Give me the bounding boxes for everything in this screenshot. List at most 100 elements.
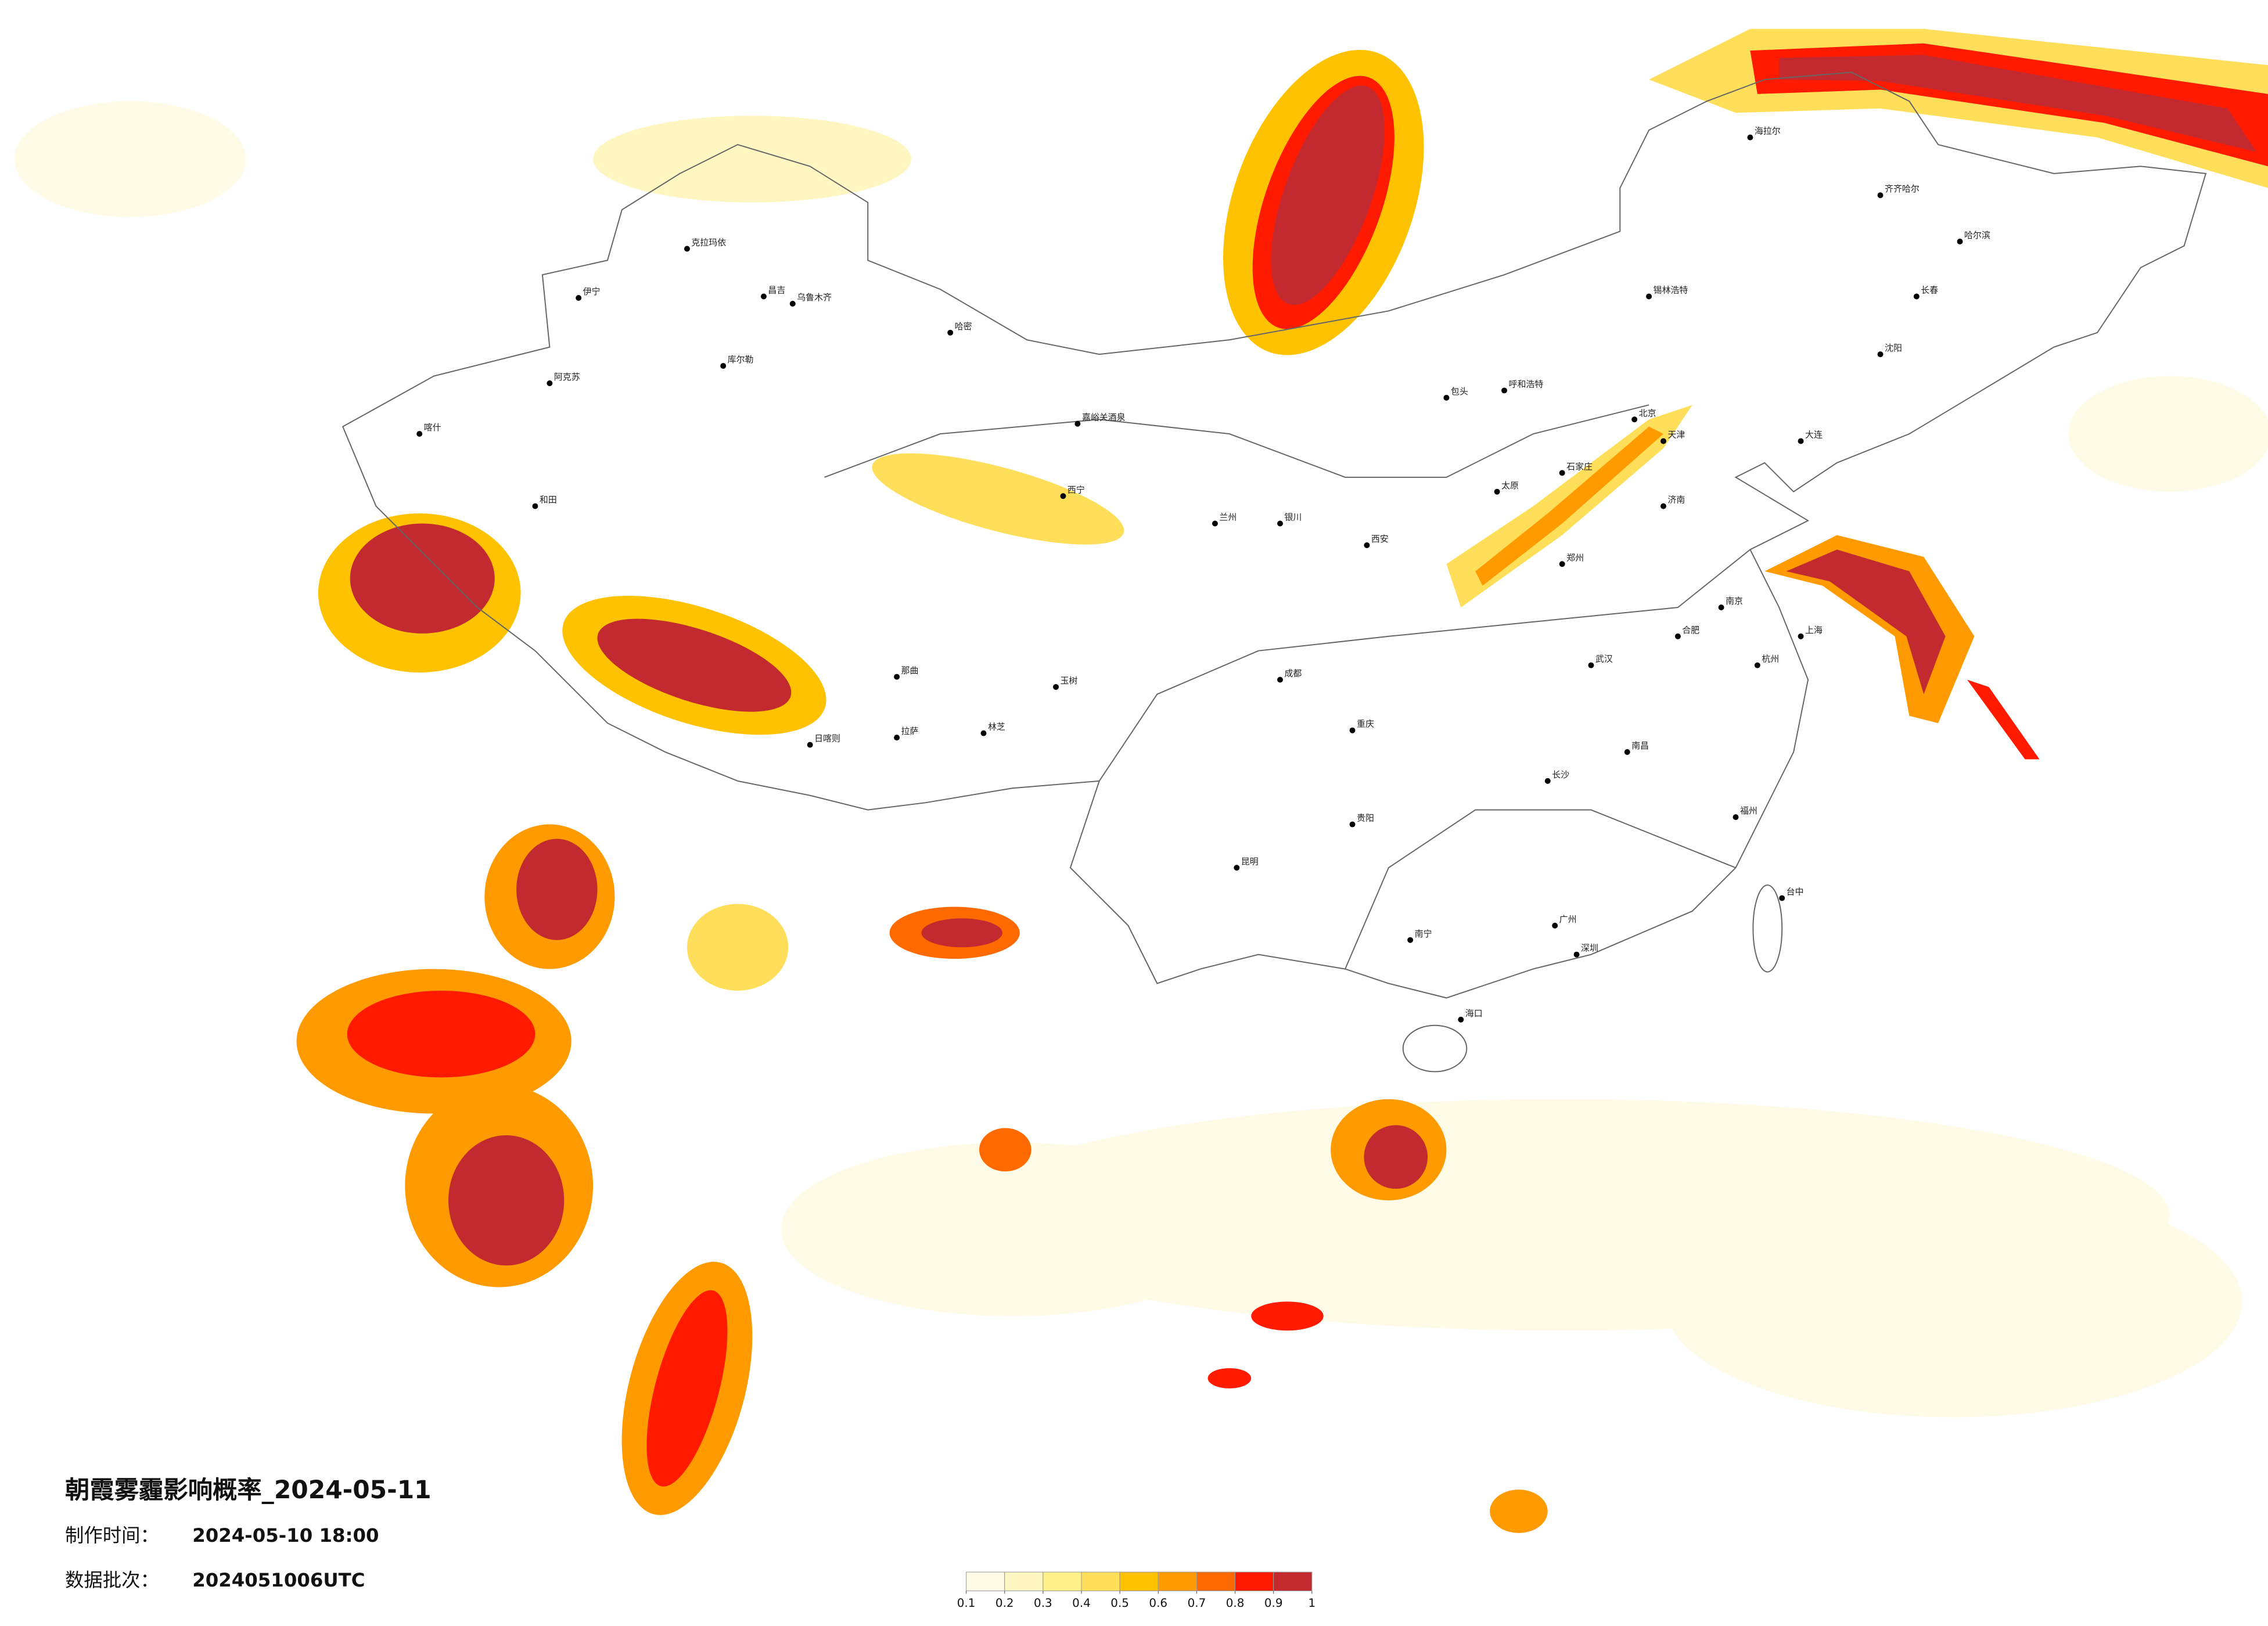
city-dot bbox=[1754, 662, 1760, 668]
haze-area bbox=[979, 1128, 1031, 1172]
city-dot bbox=[1877, 351, 1884, 358]
city-dot bbox=[416, 431, 423, 437]
city-label: 锡林浩特 bbox=[1654, 285, 1688, 296]
country-border bbox=[342, 71, 2207, 999]
city-dot bbox=[1798, 633, 1804, 639]
haze-area bbox=[347, 990, 535, 1078]
colorbar-tick-label: 0.1 bbox=[957, 1596, 976, 1610]
city-dot bbox=[894, 674, 900, 680]
city-label: 大连 bbox=[1805, 430, 1823, 440]
city-dot bbox=[1798, 438, 1804, 444]
city-label: 喀什 bbox=[424, 422, 441, 433]
city-label: 乌鲁木齐 bbox=[797, 292, 832, 303]
colorbar-tick-label: 0.2 bbox=[995, 1596, 1014, 1610]
city-dot bbox=[720, 363, 727, 369]
colorbar-box bbox=[1196, 1571, 1236, 1591]
city-label: 重庆 bbox=[1357, 719, 1374, 729]
city-dot bbox=[1364, 542, 1370, 548]
colorbar-box bbox=[1119, 1571, 1159, 1591]
city-label: 库尔勒 bbox=[728, 354, 754, 365]
city-label: 那曲 bbox=[901, 665, 919, 676]
city-label: 昌吉 bbox=[768, 285, 785, 296]
haze-area bbox=[597, 618, 792, 712]
city-label: 海口 bbox=[1465, 1008, 1483, 1019]
haze-area bbox=[872, 453, 1124, 545]
island-border bbox=[1402, 1024, 1468, 1073]
colorbar-tick-label: 0.6 bbox=[1149, 1596, 1167, 1610]
city-dot bbox=[1494, 488, 1500, 495]
production-time-label: 制作时间： bbox=[65, 1524, 159, 1546]
city-label: 合肥 bbox=[1682, 625, 1699, 635]
haze-area bbox=[14, 101, 246, 217]
city-dot bbox=[1877, 192, 1884, 199]
city-dot bbox=[789, 301, 796, 307]
city-label: 日喀则 bbox=[814, 733, 840, 744]
city-dot bbox=[1660, 503, 1666, 509]
colorbar-box bbox=[1043, 1571, 1082, 1591]
city-label: 北京 bbox=[1639, 408, 1656, 418]
colorbar-tick-label: 0.5 bbox=[1110, 1596, 1129, 1610]
city-label: 南昌 bbox=[1631, 740, 1649, 751]
province-border bbox=[1345, 809, 1736, 969]
haze-area bbox=[1271, 85, 1385, 305]
haze-area bbox=[1779, 55, 2257, 152]
city-label: 伊宁 bbox=[583, 286, 601, 297]
city-dot bbox=[684, 246, 690, 252]
map-title: 朝霞雾霾影响概率_2024-05-11 bbox=[65, 1476, 432, 1504]
haze-area bbox=[646, 1290, 728, 1487]
city-dot bbox=[1277, 520, 1284, 527]
city-dot bbox=[1957, 238, 1963, 244]
city-label: 广州 bbox=[1559, 914, 1577, 924]
city-dot bbox=[1552, 922, 1558, 929]
city-dot bbox=[1053, 684, 1059, 690]
city-dot bbox=[576, 295, 582, 301]
city-dot bbox=[1588, 662, 1594, 668]
city-label: 太原 bbox=[1501, 480, 1519, 491]
colorbar-box bbox=[1081, 1571, 1120, 1591]
colorbar-tick-label: 1 bbox=[1308, 1596, 1315, 1610]
city-dot bbox=[1349, 821, 1356, 828]
province-border bbox=[1098, 549, 1751, 782]
city-dot bbox=[1913, 293, 1920, 300]
city-dot bbox=[980, 730, 987, 736]
colorbar-box bbox=[966, 1571, 1005, 1591]
haze-area bbox=[1490, 1490, 1548, 1533]
city-dot bbox=[894, 735, 900, 741]
haze-area bbox=[1207, 1368, 1252, 1388]
city-dot bbox=[1277, 677, 1284, 683]
city-label: 拉萨 bbox=[901, 726, 919, 736]
city-dot bbox=[1733, 814, 1739, 821]
data-batch-label: 数据批次： bbox=[65, 1569, 159, 1591]
city-dot bbox=[1458, 1016, 1464, 1023]
city-dot bbox=[947, 329, 954, 336]
city-dot bbox=[1559, 561, 1565, 567]
city-dot bbox=[1660, 438, 1666, 444]
city-dot bbox=[1573, 951, 1580, 958]
haze-area bbox=[593, 116, 911, 203]
city-label: 玉树 bbox=[1060, 675, 1077, 686]
city-label: 贵阳 bbox=[1357, 813, 1374, 823]
colorbar-box bbox=[1158, 1571, 1197, 1591]
city-dot bbox=[1544, 778, 1551, 784]
city-label: 和田 bbox=[540, 495, 557, 505]
haze-area bbox=[1251, 1301, 1324, 1331]
haze-area bbox=[1663, 1186, 2242, 1418]
haze-area bbox=[921, 918, 1002, 948]
city-dot bbox=[1718, 605, 1724, 610]
city-label: 武汉 bbox=[1595, 654, 1613, 664]
colorbar-tick-label: 0.8 bbox=[1226, 1596, 1245, 1610]
city-dot bbox=[1559, 470, 1565, 476]
city-label: 杭州 bbox=[1762, 654, 1779, 664]
city-dot bbox=[1624, 749, 1630, 756]
city-dot bbox=[1060, 493, 1066, 499]
city-label: 西安 bbox=[1371, 534, 1389, 544]
colorbar-tick-label: 0.7 bbox=[1188, 1596, 1206, 1610]
haze-area bbox=[1364, 1125, 1428, 1189]
city-label: 昆明 bbox=[1241, 856, 1259, 866]
borders bbox=[342, 71, 2207, 1073]
city-dot bbox=[1074, 420, 1081, 427]
city-dot bbox=[1443, 394, 1450, 401]
haze-area bbox=[1786, 549, 1946, 695]
